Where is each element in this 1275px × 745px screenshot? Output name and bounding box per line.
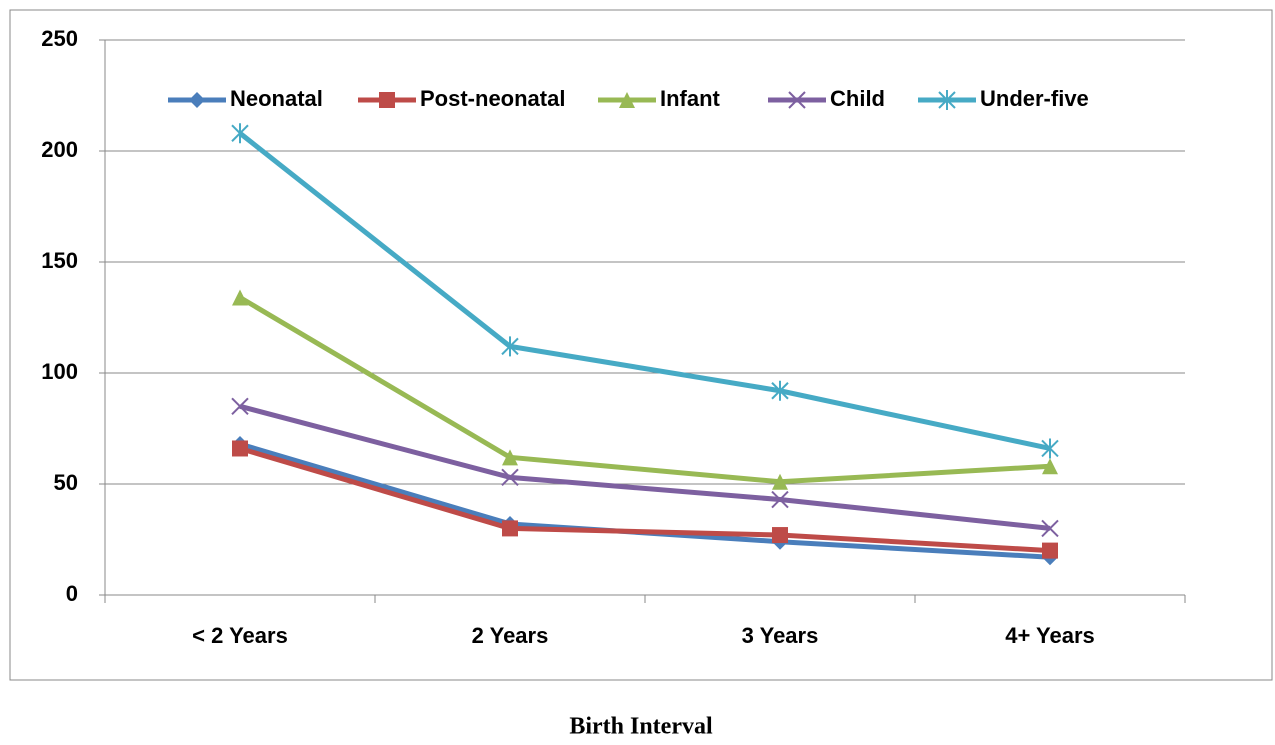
marker-shape bbox=[619, 92, 635, 108]
marker bbox=[771, 380, 789, 401]
marker bbox=[231, 123, 249, 144]
y-tick-label: 50 bbox=[54, 470, 78, 495]
legend-label: Under-five bbox=[980, 86, 1089, 111]
series-line bbox=[238, 295, 1051, 485]
marker-shape bbox=[1042, 458, 1058, 475]
marker-shape bbox=[231, 397, 249, 416]
marker-shape bbox=[502, 449, 518, 466]
marker-shape bbox=[772, 527, 788, 544]
x-tick-label: 3 Years bbox=[742, 623, 819, 648]
marker-shape bbox=[788, 91, 806, 109]
series-line bbox=[238, 131, 1051, 451]
marker bbox=[189, 92, 205, 108]
marker-shape bbox=[232, 289, 248, 306]
marker-shape bbox=[232, 440, 248, 457]
x-axis-label: Birth Interval bbox=[569, 714, 713, 740]
marker bbox=[1041, 438, 1059, 459]
x-tick-label: 4+ Years bbox=[1005, 623, 1095, 648]
marker-shape bbox=[938, 90, 956, 110]
marker bbox=[232, 289, 248, 306]
legend-label: Infant bbox=[660, 86, 721, 111]
marker bbox=[938, 90, 956, 110]
marker-shape bbox=[502, 520, 518, 537]
marker-shape bbox=[189, 92, 205, 108]
marker bbox=[788, 91, 806, 109]
marker-shape bbox=[1042, 542, 1058, 559]
x-tick-label: < 2 Years bbox=[192, 623, 288, 648]
legend-label: Neonatal bbox=[230, 86, 323, 111]
marker bbox=[1042, 542, 1058, 559]
marker-shape bbox=[1041, 519, 1059, 538]
marker bbox=[501, 468, 519, 487]
legend-label: Post-neonatal bbox=[420, 86, 565, 111]
marker-shape bbox=[231, 123, 249, 144]
marker bbox=[501, 336, 519, 357]
marker bbox=[379, 92, 395, 108]
y-tick-label: 100 bbox=[41, 359, 78, 384]
y-tick-label: 200 bbox=[41, 137, 78, 162]
series-line bbox=[239, 441, 1051, 560]
chart-frame bbox=[9, 9, 1273, 681]
marker-shape bbox=[501, 468, 519, 487]
marker bbox=[232, 440, 248, 457]
marker bbox=[231, 397, 249, 416]
marker bbox=[772, 473, 788, 490]
x-tick-label: 2 Years bbox=[472, 623, 549, 648]
marker bbox=[502, 520, 518, 537]
marker bbox=[1041, 519, 1059, 538]
y-tick-label: 250 bbox=[41, 26, 78, 51]
series-line bbox=[239, 403, 1051, 531]
marker bbox=[502, 449, 518, 466]
marker bbox=[1042, 458, 1058, 475]
legend-label: Child bbox=[830, 86, 885, 111]
marker-shape bbox=[771, 490, 789, 509]
marker-shape bbox=[501, 336, 519, 357]
marker-shape bbox=[772, 473, 788, 490]
series-line bbox=[239, 446, 1051, 554]
marker-shape bbox=[771, 380, 789, 401]
marker-shape bbox=[379, 92, 395, 108]
y-tick-label: 0 bbox=[66, 581, 78, 606]
y-tick-label: 150 bbox=[41, 248, 78, 273]
marker-shape bbox=[1041, 438, 1059, 459]
marker bbox=[619, 92, 635, 108]
marker bbox=[771, 490, 789, 509]
marker bbox=[772, 527, 788, 544]
